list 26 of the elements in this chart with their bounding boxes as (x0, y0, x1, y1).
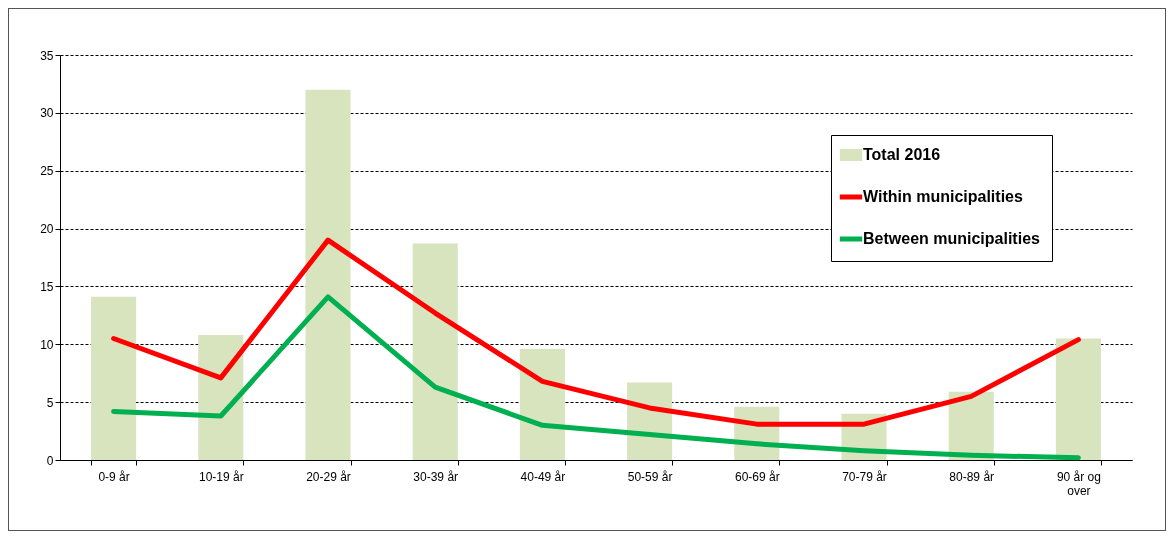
y-tick-label: 35 (40, 48, 54, 63)
bar (412, 243, 458, 460)
x-tick-label: 30-39 år (413, 469, 459, 484)
legend-label: Between municipalities (863, 230, 1041, 247)
x-tick-label: 90 år og over (1056, 469, 1101, 498)
bar (519, 348, 565, 460)
x-tick-label: 70-79 år (842, 469, 887, 484)
x-tick-label: 60-69 år (734, 469, 780, 484)
y-tick-label: 10 (40, 337, 54, 352)
y-tick-label: 25 (40, 164, 54, 179)
y-tick-label: 30 (40, 106, 54, 121)
x-tick-label: 10-19 år (198, 469, 244, 484)
bar (1055, 338, 1101, 460)
legend-label: Within municipalities (863, 188, 1023, 205)
y-tick-label: 20 (40, 222, 54, 237)
x-tick-label: 50-59 år (627, 469, 673, 484)
x-tick-label: 40-49 år (520, 469, 566, 484)
y-tick-label: 5 (46, 395, 54, 410)
bar (305, 89, 351, 460)
legend-label: Total 2016 (863, 146, 941, 163)
bar (91, 296, 137, 460)
x-tick-label: 80-89 år (949, 469, 995, 484)
y-tick-label: 15 (40, 279, 54, 294)
x-tick-label: 20-29 år (306, 469, 351, 484)
x-tick-label: 0-9 år (98, 469, 130, 484)
y-tick-label: 0 (46, 453, 54, 468)
